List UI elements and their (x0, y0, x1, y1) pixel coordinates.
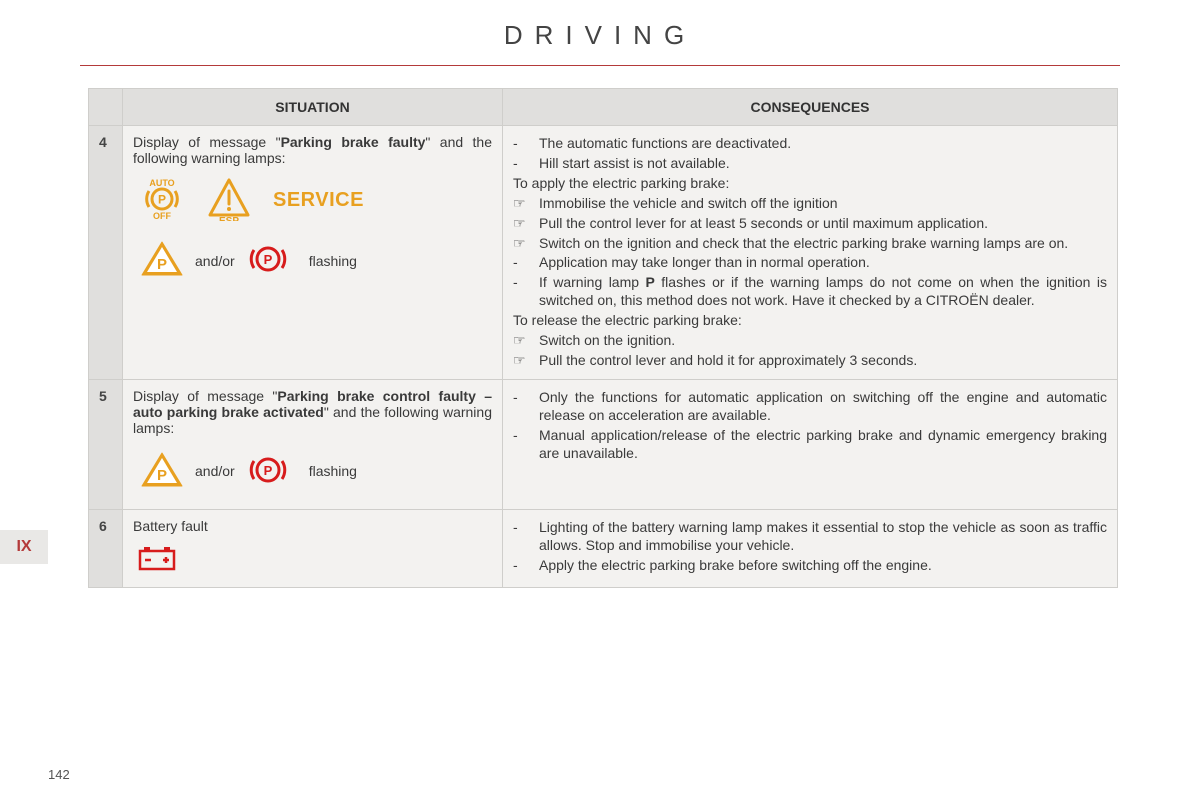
cons-item: The automatic functions are deactivated. (539, 135, 1107, 153)
svg-text:P: P (157, 467, 167, 484)
header-blank (89, 89, 123, 126)
situation-cell: Display of message "Parking brake contro… (123, 379, 503, 509)
cons-item: Hill start assist is not available. (539, 155, 1107, 173)
service-text-icon: SERVICE (273, 189, 364, 212)
cons-item: Manual application/release of the electr… (539, 427, 1107, 463)
title-divider (80, 65, 1120, 66)
row-number: 4 (89, 126, 123, 380)
p-circle-red-icon: P (245, 452, 291, 491)
cons-item: Apply the electric parking brake before … (539, 557, 1107, 575)
svg-text:P: P (263, 463, 272, 478)
cons-item: Application may take longer than in norm… (539, 254, 1107, 272)
cons-item: If warning lamp P flashes or if the warn… (539, 274, 1107, 310)
esp-warning-icon: ESP (207, 177, 251, 224)
flashing-text: flashing (301, 463, 357, 479)
svg-text:P: P (263, 252, 272, 267)
text: Display of message " (133, 134, 281, 150)
cons-item: Switch on the ignition and check that th… (539, 235, 1107, 253)
andor-text: and/or (195, 463, 235, 479)
svg-text:ESP: ESP (219, 216, 239, 221)
cons-text: To release the electric parking brake: (513, 311, 1107, 331)
cons-item: Pull the control lever and hold it for a… (539, 352, 1107, 370)
table-row: 5 Display of message "Parking brake cont… (89, 379, 1118, 509)
battery-icon (137, 559, 177, 575)
row-number: 6 (89, 509, 123, 587)
situation-text: Battery fault (133, 518, 492, 534)
header-situation: SITUATION (123, 89, 503, 126)
text: Display of message " (133, 388, 277, 404)
consequences-cell: -Only the functions for automatic applic… (503, 379, 1118, 509)
table-row: 4 Display of message "Parking brake faul… (89, 126, 1118, 380)
fault-table: SITUATION CONSEQUENCES 4 Display of mess… (88, 88, 1118, 588)
cons-item: Lighting of the battery warning lamp mak… (539, 519, 1107, 555)
cons-item: Only the functions for automatic applica… (539, 389, 1107, 425)
flashing-text: flashing (301, 253, 357, 269)
situation-cell: Display of message "Parking brake faulty… (123, 126, 503, 380)
auto-p-off-icon: AUTO P OFF (139, 176, 185, 225)
table-row: 6 Battery fault (89, 509, 1118, 587)
situation-text: Display of message "Parking brake contro… (133, 388, 492, 436)
cons-text: To apply the electric parking brake: (513, 174, 1107, 194)
p-triangle-icon: P (139, 450, 185, 493)
table-header-row: SITUATION CONSEQUENCES (89, 89, 1118, 126)
cons-item: Pull the control lever for at least 5 se… (539, 215, 1107, 233)
p-circle-red-icon: P (245, 241, 291, 280)
page-title: DRIVING (0, 0, 1200, 65)
message-bold: Parking brake faulty (281, 134, 426, 150)
page-number: 142 (48, 767, 70, 782)
svg-text:P: P (158, 193, 166, 207)
svg-text:AUTO: AUTO (149, 178, 174, 188)
p-triangle-icon: P (139, 239, 185, 282)
cons-item: Immobilise the vehicle and switch off th… (539, 195, 1107, 213)
situation-text: Display of message "Parking brake faulty… (133, 134, 492, 166)
svg-text:P: P (157, 256, 167, 273)
cons-item: Switch on the ignition. (539, 332, 1107, 350)
situation-cell: Battery fault (123, 509, 503, 587)
consequences-cell: -The automatic functions are deactivated… (503, 126, 1118, 380)
header-consequences: CONSEQUENCES (503, 89, 1118, 126)
section-tab: IX (0, 530, 48, 564)
row-number: 5 (89, 379, 123, 509)
svg-text:OFF: OFF (153, 211, 171, 221)
consequences-cell: -Lighting of the battery warning lamp ma… (503, 509, 1118, 587)
andor-text: and/or (195, 253, 235, 269)
